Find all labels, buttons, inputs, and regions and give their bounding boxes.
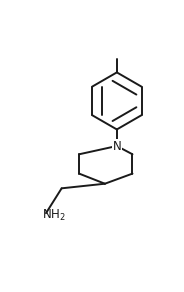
- Text: N: N: [112, 140, 121, 152]
- Text: NH$_2$: NH$_2$: [42, 207, 66, 223]
